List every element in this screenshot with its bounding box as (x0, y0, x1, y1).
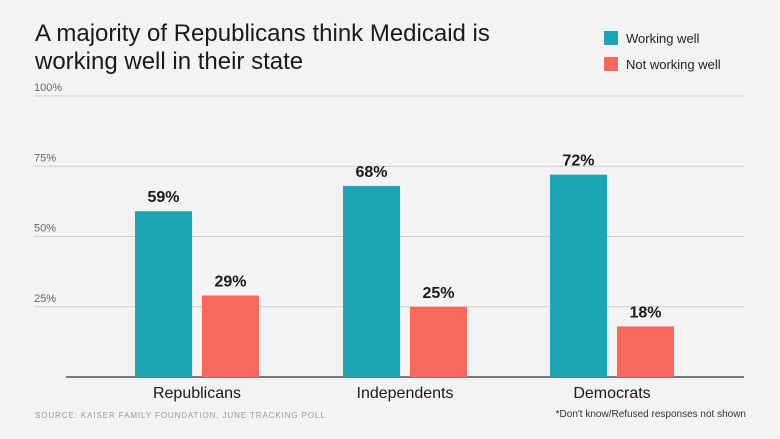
data-label: 18% (629, 304, 661, 321)
bar-working-well-democrats (550, 174, 607, 377)
source-note: Source: Kaiser Family Foundation, June t… (35, 411, 326, 420)
bar-not-working-well-democrats (617, 326, 674, 377)
chart-title: A majority of Republicans think Medicaid… (35, 20, 490, 75)
y-tick-label: 75% (34, 152, 56, 164)
footnote: *Don't know/Refused responses not shown (555, 409, 746, 420)
legend-item-not-working-well: Not working well (604, 51, 721, 77)
chart-legend: Working well Not working well (604, 25, 721, 77)
data-label: 68% (355, 164, 387, 181)
bar-not-working-well-republicans (202, 295, 259, 377)
x-category-label: Democrats (573, 385, 650, 402)
data-label: 72% (562, 153, 594, 170)
data-label: 59% (147, 189, 179, 206)
legend-swatch-working-well (604, 31, 618, 45)
legend-swatch-not-working-well (604, 57, 618, 71)
y-tick-label: 50% (34, 223, 56, 235)
data-label: 29% (214, 274, 246, 291)
bar-working-well-independents (343, 185, 400, 377)
legend-label-not-working-well: Not working well (626, 56, 721, 72)
bar-working-well-republicans (135, 211, 192, 377)
y-tick-label: 25% (34, 293, 56, 305)
data-label: 25% (422, 285, 454, 302)
x-category-label: Republicans (153, 385, 241, 402)
legend-label-working-well: Working well (626, 30, 700, 46)
x-category-label: Independents (357, 385, 454, 402)
legend-item-working-well: Working well (604, 25, 721, 51)
bar-not-working-well-independents (410, 306, 467, 377)
y-tick-label: 100% (34, 82, 62, 94)
